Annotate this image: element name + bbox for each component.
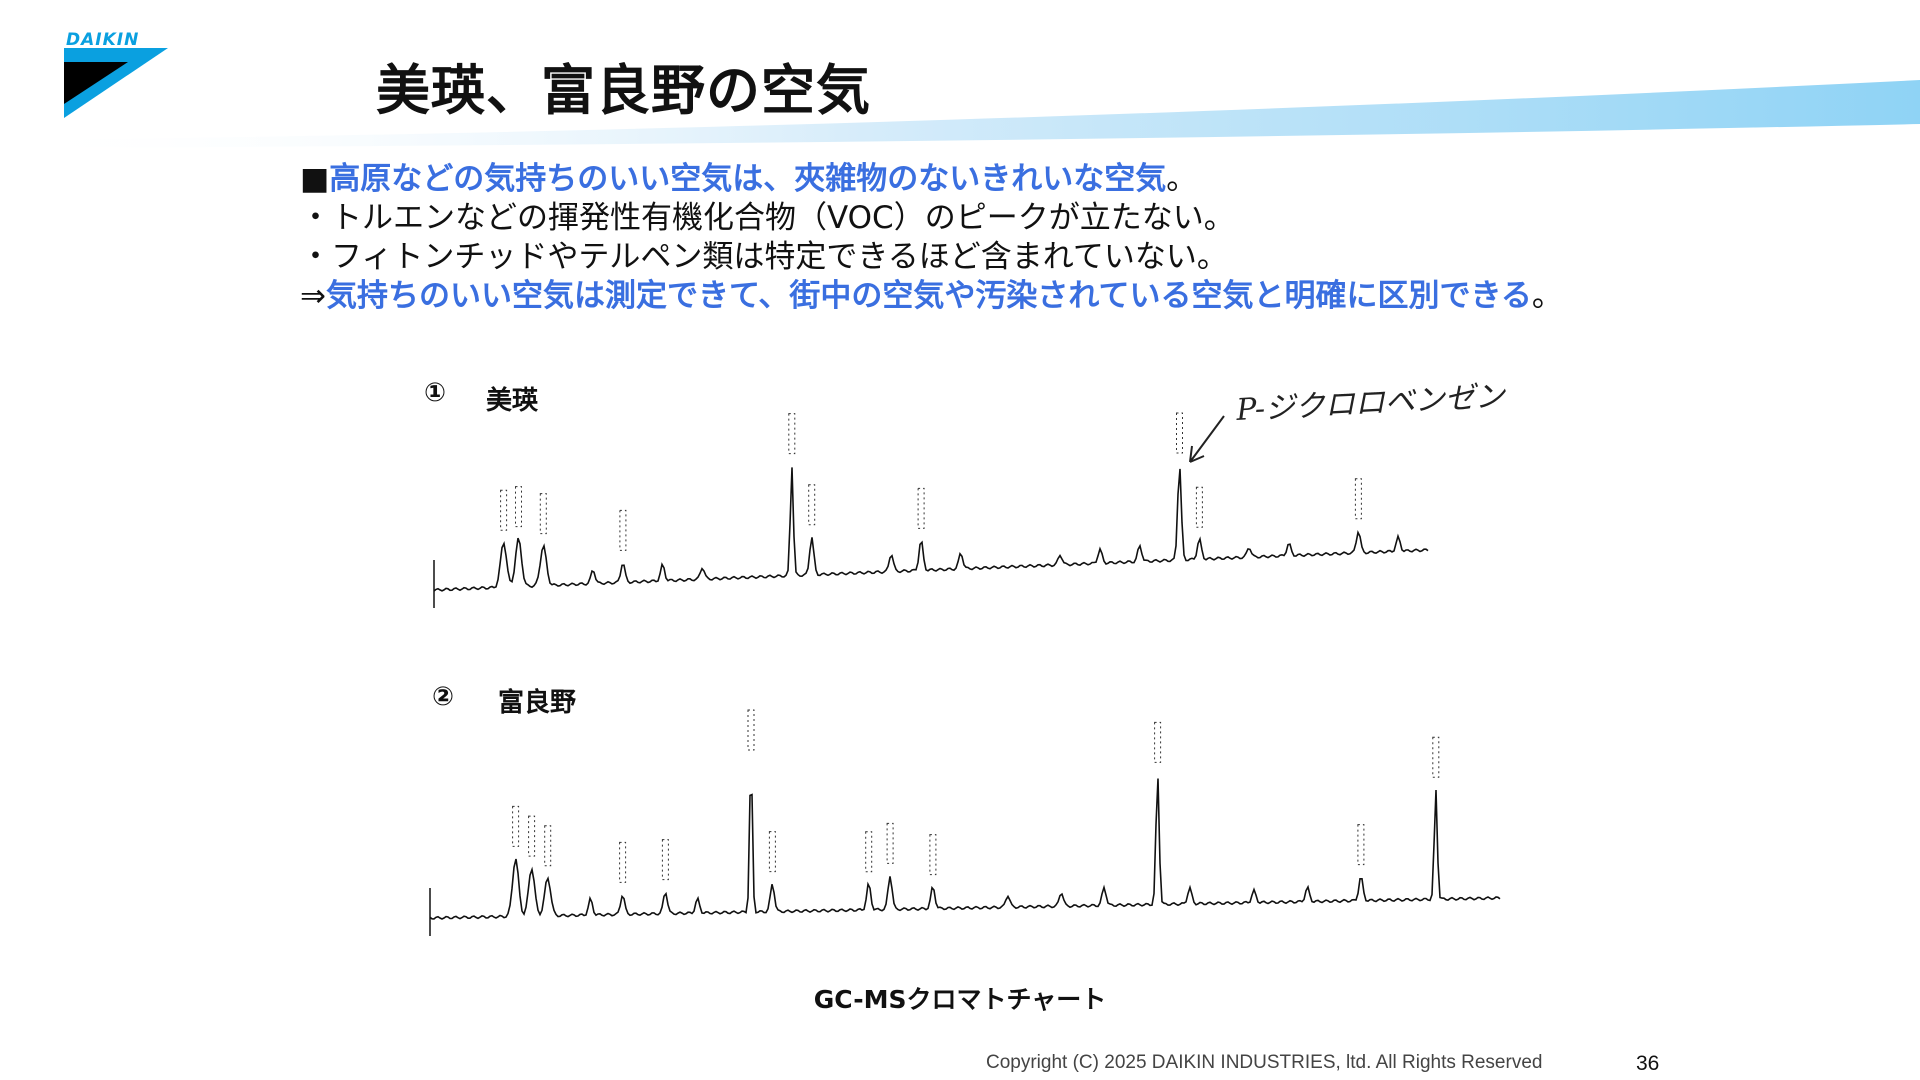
peak-label-mark	[1176, 412, 1183, 454]
peak-label-mark	[515, 486, 522, 528]
peak-label-mark	[512, 805, 520, 847]
bullet-list: ■高原などの気持ちのいい空気は、夾雑物のないきれいな空気。 ・トルエンなどの揮発…	[300, 160, 1563, 316]
chromatogram-1	[433, 412, 1429, 608]
peak-label-mark	[788, 413, 796, 455]
logo-text: DAIKIN	[66, 30, 140, 50]
bullet-3: ・フィトンチッドやテルペン類は特定できるほど含まれていない。	[300, 238, 1563, 277]
page-title: 美瑛、富良野の空気	[376, 59, 871, 122]
chart-1-number: ①	[424, 378, 447, 408]
chart-caption: GC-MSクロマトチャート	[813, 985, 1107, 1014]
bullet-2: ・トルエンなどの揮発性有機化合物（VOC）のピークが立たない。	[300, 199, 1563, 238]
chromatogram-trace	[433, 467, 1429, 592]
bullet-marker: ■	[300, 161, 330, 197]
peak-label-mark	[929, 834, 937, 876]
chart-1-label: 美瑛	[486, 386, 539, 416]
peak-label-mark	[747, 709, 755, 751]
peak-label-mark	[1195, 486, 1203, 528]
peak-label-mark	[619, 841, 627, 883]
bullet-text: 気持ちのいい空気は測定できて、街中の空気や汚染されている空気と明確に区別できる	[325, 278, 1532, 314]
bullet-1: ■高原などの気持ちのいい空気は、夾雑物のないきれいな空気。	[300, 160, 1563, 199]
logo-mark	[64, 48, 168, 118]
copyright: Copyright (C) 2025 DAIKIN INDUSTRIES, lt…	[986, 1052, 1543, 1073]
chart-2-number: ②	[432, 682, 455, 712]
peak-label-mark	[1354, 478, 1362, 520]
bullet-suffix: 。	[1166, 161, 1198, 197]
peak-label-mark	[808, 484, 816, 526]
header-swoosh	[0, 80, 1920, 148]
bullet-marker: ・	[300, 200, 331, 236]
peak-label-mark	[886, 822, 894, 864]
peak-label-mark	[768, 831, 776, 873]
chromatogram-trace	[429, 778, 1501, 920]
annotation-arrow	[1189, 415, 1225, 463]
bullet-suffix: 。	[1531, 278, 1563, 314]
chart-2-label: 富良野	[498, 688, 577, 718]
peak-label-mark	[661, 839, 669, 881]
peak-label-mark	[865, 831, 873, 873]
bullet-text: 高原などの気持ちのいい空気は、夾雑物のないきれいな空気	[329, 161, 1167, 197]
bullet-marker: ・	[300, 239, 331, 275]
peak-label-mark	[1432, 736, 1440, 778]
peak-label-mark	[1154, 721, 1162, 763]
daikin-logo: DAIKIN	[64, 30, 174, 120]
bullet-text: フィトンチッドやテルペン類は特定できるほど含まれていない。	[331, 239, 1228, 275]
peak-label-mark	[544, 825, 552, 867]
page-number: 36	[1636, 1052, 1660, 1075]
peak-label-mark	[917, 487, 925, 529]
peak-label-mark	[619, 509, 627, 551]
peak-label-mark	[1357, 824, 1365, 866]
chromatogram-2	[429, 709, 1501, 936]
peak-label-mark	[539, 493, 547, 535]
bullet-4: ⇒気持ちのいい空気は測定できて、街中の空気や汚染されている空気と明確に区別できる…	[300, 277, 1563, 316]
bullet-marker: ⇒	[300, 278, 326, 314]
bullet-text: トルエンなどの揮発性有機化合物（VOC）のピークが立たない。	[331, 200, 1235, 236]
peak-label-mark	[500, 489, 508, 531]
peak-label-mark	[528, 815, 536, 857]
